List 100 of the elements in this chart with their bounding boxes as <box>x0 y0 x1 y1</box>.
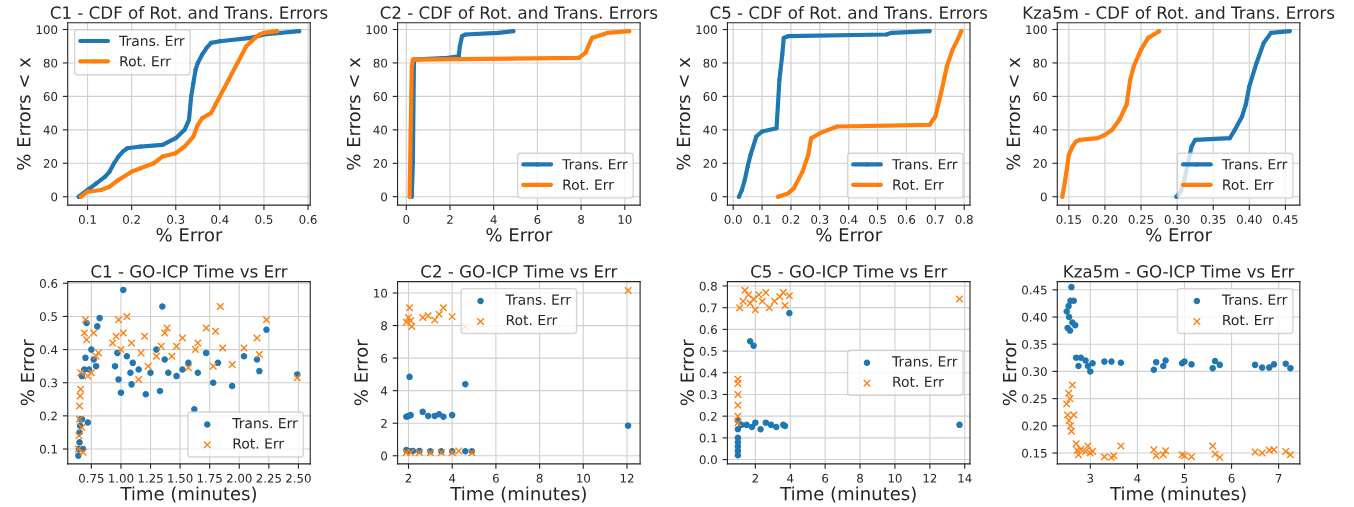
y-tick-label: 20 <box>1033 159 1047 168</box>
y-tick-label: 100 <box>36 25 58 35</box>
y-tick-label: 0.7 <box>699 303 717 313</box>
legend-label: Rot. Err <box>893 179 944 190</box>
x-tick-label: 8 <box>536 473 543 483</box>
x-tick-label: 0.1 <box>78 215 96 224</box>
y-tick-label: 0.6 <box>699 325 717 335</box>
x-tick-label: 4 <box>490 215 497 224</box>
y-tick-label: 0 <box>710 192 717 202</box>
x-tick-label: 2 <box>447 215 453 224</box>
y-tick-label: 8 <box>381 321 388 331</box>
y-tick-label: 100 <box>696 25 717 35</box>
x-tick-label: 0.7 <box>926 215 944 224</box>
x-tick-label: 0.0 <box>724 215 742 224</box>
x-tick-label: 0.3 <box>167 215 185 224</box>
x-tick-label: 2.50 <box>286 473 311 483</box>
x-tick-label: 10 <box>888 473 902 483</box>
x-tick-label: 2 <box>405 473 412 483</box>
x-tick-label: 0.15 <box>1056 215 1081 224</box>
x-axis-title: % Error <box>1146 227 1213 242</box>
x-tick-label: 0.2 <box>782 215 800 224</box>
x-tick-label: 0.8 <box>955 215 973 224</box>
y-tick-label: 80 <box>373 58 388 68</box>
y-axis-title: % Error <box>20 339 35 406</box>
x-tick-label: 10 <box>618 215 632 224</box>
x-tick-label: 3 <box>1087 473 1094 483</box>
legend-label: Trans. Err <box>891 159 958 170</box>
y-tick-label: 40 <box>703 125 717 135</box>
y-axis-title: % Errors < x <box>346 57 361 170</box>
y-tick-label: 0 <box>381 451 388 461</box>
y-tick-label: 0.4 <box>39 345 58 355</box>
x-tick-label: 0.40 <box>1236 215 1262 224</box>
legend-label: Rot. Err <box>1223 314 1274 326</box>
legend-label: Trans. Err <box>1221 159 1288 170</box>
y-tick-label: 0 <box>1040 192 1047 202</box>
y-tick-label: 80 <box>1033 58 1047 68</box>
x-tick-label: 12 <box>923 473 937 483</box>
x-tick-label: 1.25 <box>138 473 163 483</box>
x-tick-label: 1.75 <box>197 473 222 483</box>
y-tick-label: 0.0 <box>699 455 717 465</box>
legend-label: Trans. Err <box>119 35 185 47</box>
legend-label: Rot. Err <box>506 314 558 326</box>
y-tick-label: 60 <box>1033 92 1047 102</box>
y-tick-label: 20 <box>373 159 388 168</box>
chart-title: C2 - GO-ICP Time vs Err <box>421 264 618 278</box>
y-axis-title: % Error <box>1002 339 1017 406</box>
y-tick-label: 0.4 <box>699 368 718 378</box>
chart-title: C5 - GO-ICP Time vs Err <box>751 264 948 278</box>
legend-label: Trans. Err <box>562 159 628 170</box>
x-tick-label: 0.4 <box>840 215 858 224</box>
y-tick-label: 0.5 <box>39 312 57 322</box>
x-tick-label: 0.25 <box>1128 215 1154 224</box>
chart-title: C5 - CDF of Rot. and Trans. Errors <box>710 5 988 19</box>
x-tick-label: 0.5 <box>255 215 273 224</box>
x-tick-label: 0.4 <box>211 215 229 224</box>
y-tick-label: 60 <box>703 92 717 102</box>
legend-label: Trans. Err <box>1221 294 1288 305</box>
x-tick-label: 6 <box>492 473 499 483</box>
x-tick-label: 0.3 <box>811 215 829 224</box>
x-tick-label: 10 <box>577 473 591 483</box>
y-tick-label: 0.8 <box>699 281 717 291</box>
y-tick-label: 2 <box>381 418 387 428</box>
legend-label: Rot. Err <box>563 179 614 190</box>
x-tick-label: 6 <box>822 473 829 483</box>
y-tick-label: 100 <box>1026 25 1047 35</box>
x-tick-label: 0.5 <box>868 215 886 224</box>
y-axis-title: % Error <box>354 339 368 406</box>
chart-title: C1 - CDF of Rot. and Trans. Errors <box>50 5 328 19</box>
x-tick-label: 0.6 <box>299 215 317 224</box>
chart-title: Kza5m - GO-ICP Time vs Err <box>1064 264 1295 278</box>
y-tick-label: 0.45 <box>1022 285 1047 295</box>
y-tick-label: 40 <box>373 125 388 135</box>
x-axis-title: % Error <box>816 227 883 242</box>
y-tick-label: 60 <box>373 92 388 102</box>
y-tick-label: 0.2 <box>39 411 57 421</box>
x-tick-label: 0.45 <box>1273 215 1298 224</box>
x-tick-label: 6 <box>534 215 541 224</box>
x-tick-label: 8 <box>578 215 585 224</box>
chart-title: Kza5m - CDF of Rot. and Trans. Errors <box>1023 5 1335 19</box>
chart-title: C2 - CDF of Rot. and Trans. Errors <box>380 5 658 19</box>
y-tick-label: 0.1 <box>699 433 717 443</box>
x-tick-label: 0.20 <box>1092 215 1118 224</box>
y-tick-label: 20 <box>43 159 58 168</box>
y-tick-label: 0.25 <box>1022 394 1047 404</box>
y-tick-label: 80 <box>43 58 58 68</box>
x-axis-title: Time (minutes) <box>450 486 586 503</box>
y-tick-label: 10 <box>374 288 388 298</box>
y-tick-label: 0.30 <box>1022 367 1047 377</box>
x-axis-title: Time (minutes) <box>1109 486 1246 503</box>
x-tick-label: 0 <box>403 215 410 224</box>
x-tick-label: 1.50 <box>168 473 193 483</box>
x-tick-label: 8 <box>857 473 863 483</box>
y-tick-label: 60 <box>43 92 58 102</box>
x-tick-label: 0.2 <box>123 215 140 224</box>
x-tick-label: 4 <box>449 473 456 483</box>
y-tick-label: 0.2 <box>699 411 717 421</box>
y-axis-title: % Error <box>680 339 695 406</box>
y-tick-label: 6 <box>381 353 388 363</box>
legend-label: Trans. Err <box>891 356 958 367</box>
legend-label: Trans. Err <box>505 294 572 305</box>
